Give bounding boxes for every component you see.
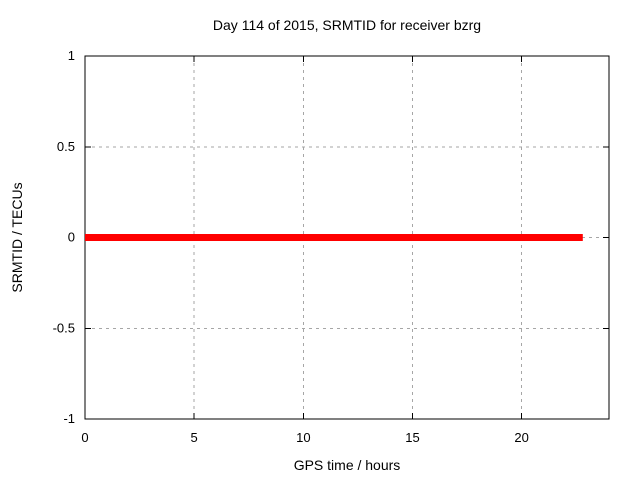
x-axis-label: GPS time / hours — [294, 457, 401, 473]
x-tick-label: 10 — [296, 430, 310, 445]
y-tick-label: 0.5 — [57, 139, 75, 154]
x-tick-label: 5 — [191, 430, 198, 445]
y-tick-label: 1 — [68, 48, 75, 63]
y-tick-label: 0 — [68, 230, 75, 245]
chart-title: Day 114 of 2015, SRMTID for receiver bzr… — [213, 17, 481, 33]
y-axis-label: SRMTID / TECUs — [9, 182, 25, 292]
x-tick-label: 0 — [81, 430, 88, 445]
x-tick-label: 15 — [405, 430, 419, 445]
y-tick-label: -1 — [63, 411, 75, 426]
y-tick-label: -0.5 — [53, 320, 75, 335]
x-tick-label: 20 — [514, 430, 528, 445]
tick-labels: 0 5 10 15 20 -1 -0.5 0 0.5 1 — [53, 48, 529, 445]
